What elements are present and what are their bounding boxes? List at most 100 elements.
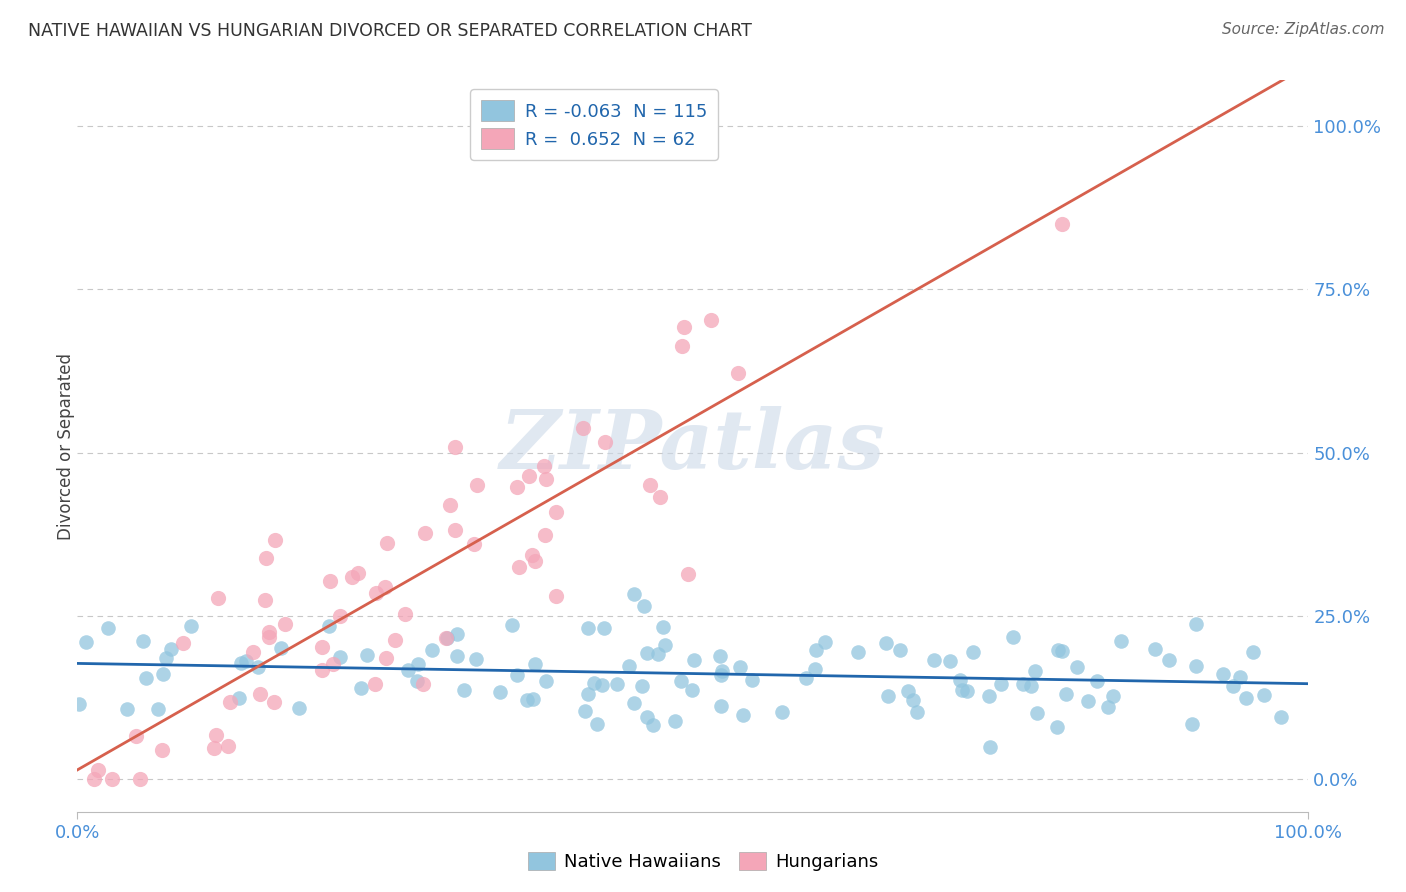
Point	[709, 649, 731, 664]
Point	[1046, 643, 1069, 657]
Point	[728, 660, 751, 674]
Point	[231, 656, 253, 670]
Point	[1054, 687, 1077, 701]
Point	[651, 620, 673, 634]
Point	[576, 687, 599, 701]
Point	[205, 728, 228, 742]
Point	[1212, 666, 1234, 681]
Point	[444, 440, 467, 454]
Point	[889, 642, 911, 657]
Point	[384, 633, 406, 648]
Point	[242, 645, 264, 659]
Point	[463, 537, 485, 551]
Point	[583, 676, 606, 690]
Point	[710, 667, 733, 681]
Point	[254, 592, 277, 607]
Point	[67, 697, 90, 711]
Point	[148, 702, 170, 716]
Point	[586, 717, 609, 731]
Point	[1050, 644, 1073, 658]
Point	[534, 528, 557, 542]
Y-axis label: Divorced or Separated: Divorced or Separated	[58, 352, 75, 540]
Point	[228, 690, 250, 705]
Point	[875, 636, 897, 650]
Point	[101, 772, 124, 786]
Point	[172, 636, 194, 650]
Point	[152, 667, 174, 681]
Point	[654, 638, 676, 652]
Point	[533, 459, 555, 474]
Point	[1157, 653, 1180, 667]
Point	[1109, 634, 1132, 648]
Point	[897, 683, 920, 698]
Point	[436, 632, 458, 646]
Point	[235, 654, 257, 668]
Point	[207, 591, 229, 606]
Point	[311, 640, 333, 654]
Point	[796, 672, 818, 686]
Point	[524, 657, 547, 672]
Point	[546, 589, 568, 603]
Point	[465, 477, 488, 491]
Point	[128, 772, 150, 786]
Point	[406, 674, 429, 689]
Point	[180, 619, 202, 633]
Point	[247, 660, 270, 674]
Point	[669, 674, 692, 689]
Point	[1101, 690, 1123, 704]
Point	[257, 625, 280, 640]
Point	[671, 338, 693, 352]
Point	[505, 480, 527, 494]
Point	[546, 504, 568, 518]
Point	[522, 691, 544, 706]
Point	[876, 690, 898, 704]
Point	[342, 570, 364, 584]
Point	[681, 682, 703, 697]
Point	[125, 729, 148, 743]
Point	[990, 677, 1012, 691]
Point	[1222, 679, 1244, 693]
Point	[682, 653, 704, 667]
Point	[1181, 717, 1204, 731]
Point	[364, 677, 387, 691]
Point	[257, 630, 280, 644]
Point	[249, 687, 271, 701]
Point	[135, 671, 157, 685]
Point	[633, 599, 655, 613]
Point	[329, 649, 352, 664]
Point	[631, 679, 654, 693]
Point	[508, 560, 530, 574]
Point	[1229, 670, 1251, 684]
Point	[516, 693, 538, 707]
Point	[536, 472, 558, 486]
Point	[574, 704, 596, 718]
Point	[804, 643, 827, 657]
Point	[1077, 694, 1099, 708]
Point	[949, 673, 972, 688]
Point	[160, 641, 183, 656]
Point	[606, 677, 628, 691]
Point	[311, 663, 333, 677]
Point	[950, 683, 973, 698]
Point	[75, 635, 97, 649]
Point	[733, 708, 755, 723]
Point	[672, 320, 695, 334]
Point	[741, 673, 763, 688]
Point	[394, 607, 416, 621]
Point	[329, 609, 352, 624]
Point	[1234, 691, 1257, 706]
Point	[263, 533, 285, 547]
Text: ZIPatlas: ZIPatlas	[499, 406, 886, 486]
Point	[350, 681, 373, 695]
Point	[217, 739, 239, 753]
Point	[97, 622, 120, 636]
Point	[901, 693, 924, 707]
Point	[962, 644, 984, 658]
Point	[155, 650, 177, 665]
Point	[1012, 677, 1035, 691]
Point	[86, 764, 108, 778]
Point	[1066, 660, 1088, 674]
Point	[489, 685, 512, 699]
Point	[1050, 217, 1073, 231]
Point	[420, 642, 443, 657]
